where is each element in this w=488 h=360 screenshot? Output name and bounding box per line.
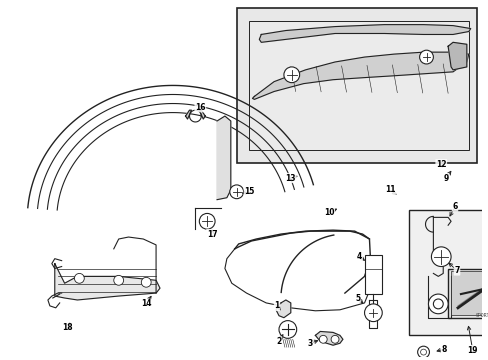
Text: 1: 1 — [274, 301, 279, 310]
Bar — [236, 8, 476, 163]
Circle shape — [419, 50, 432, 64]
Text: 6: 6 — [451, 202, 457, 211]
Text: 12: 12 — [435, 160, 446, 169]
Polygon shape — [447, 42, 466, 70]
Text: 17: 17 — [206, 230, 217, 239]
Text: 13: 13 — [285, 174, 295, 183]
Circle shape — [364, 304, 382, 321]
Polygon shape — [217, 116, 230, 200]
Circle shape — [229, 185, 243, 199]
Bar — [408, 210, 488, 336]
Text: 9: 9 — [443, 174, 448, 183]
Bar — [450, 271, 488, 315]
Polygon shape — [185, 110, 191, 119]
Circle shape — [279, 321, 296, 338]
Text: 14: 14 — [141, 300, 151, 309]
Circle shape — [74, 274, 84, 283]
Text: 10: 10 — [323, 208, 334, 217]
Circle shape — [284, 67, 299, 83]
Circle shape — [330, 336, 338, 343]
Text: 5: 5 — [354, 293, 360, 302]
Circle shape — [114, 275, 123, 285]
Text: 15: 15 — [244, 187, 254, 196]
Circle shape — [141, 277, 151, 287]
Text: 19: 19 — [467, 346, 477, 355]
Text: 11: 11 — [384, 185, 395, 194]
Text: 4: 4 — [356, 252, 362, 261]
Text: 16: 16 — [195, 103, 205, 112]
Text: 7: 7 — [453, 266, 459, 275]
Circle shape — [432, 299, 442, 309]
Polygon shape — [55, 264, 160, 300]
Circle shape — [199, 213, 215, 229]
Bar — [364, 255, 382, 294]
Text: 2: 2 — [276, 337, 281, 346]
Circle shape — [417, 346, 428, 358]
Polygon shape — [199, 110, 205, 119]
Polygon shape — [252, 52, 468, 99]
Circle shape — [430, 247, 450, 266]
Bar — [447, 269, 488, 318]
Circle shape — [427, 294, 447, 314]
Circle shape — [319, 336, 326, 343]
Text: 3: 3 — [307, 339, 312, 348]
Polygon shape — [259, 24, 470, 42]
Text: SPORT: SPORT — [474, 313, 488, 318]
Polygon shape — [315, 332, 342, 345]
Bar — [248, 21, 468, 150]
Polygon shape — [276, 300, 290, 318]
Circle shape — [420, 349, 426, 355]
Text: 18: 18 — [62, 323, 73, 332]
Text: 8: 8 — [441, 345, 446, 354]
